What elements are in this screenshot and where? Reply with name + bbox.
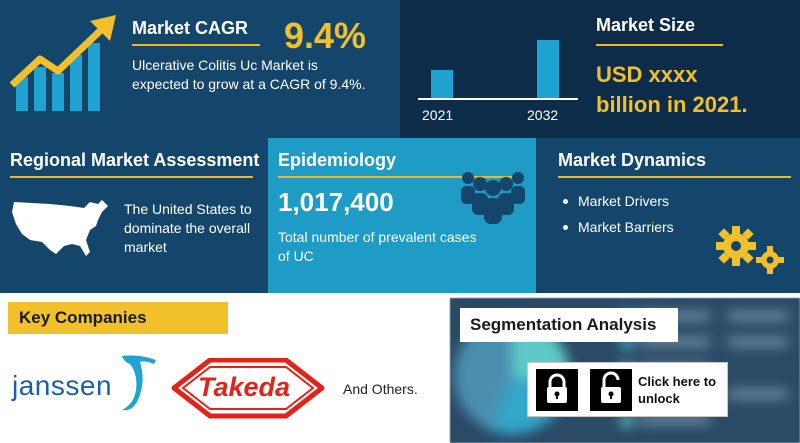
segmentation-title-box: Segmentation Analysis [460,308,678,342]
janssen-logo-text: janssen [12,370,113,401]
dynamics-list: Market Drivers Market Barriers [560,193,674,245]
unlock-button[interactable]: Click here to unlock [527,362,728,417]
market-size-panel: 2021 2032 Market Size USD xxxx billion i… [400,0,800,138]
gears-icon [716,226,784,274]
cagr-title-underline [132,44,260,46]
people-group-icon [461,172,525,224]
unlock-label: Click here to unlock [638,374,717,406]
cagr-title: Market CAGR [132,18,249,38]
bar-2021 [431,70,453,98]
list-item: Market Drivers [560,193,674,209]
key-companies-title: Key Companies [19,308,147,327]
lock-open-icon [590,369,632,411]
bar-2032 [537,40,559,98]
epidemiology-description: Total number of prevalent cases of UC [278,229,477,264]
key-companies-banner: Key Companies [8,302,228,334]
segmentation-title: Segmentation Analysis [470,315,657,334]
market-size-underline [596,44,723,46]
dynamics-underline [558,176,791,178]
takeda-logo [171,358,325,419]
cagr-panel: Market CAGR 9.4% Ulcerative Colitis Uc M… [0,0,400,138]
epidemiology-underline [278,176,521,178]
regional-underline [10,176,253,178]
epidemiology-title: Epidemiology [278,150,397,170]
epidemiology-panel: Epidemiology 1,017,400 Total number of p… [268,138,536,293]
dynamics-title: Market Dynamics [558,150,707,170]
year-end-label: 2032 [527,107,559,123]
janssen-swoosh-icon [122,355,156,411]
regional-description: The United States to dominate the overal… [124,201,252,255]
janssen-logo: janssen [12,352,162,414]
list-item: Market Barriers [560,219,674,235]
cagr-value: 9.4% [284,15,367,56]
regional-title: Regional Market Assessment [10,150,260,170]
market-size-title: Market Size [596,15,696,35]
takeda-logo-text: Takeda [198,372,291,402]
regional-panel: Regional Market Assessment The United St… [0,138,268,293]
year-start-label: 2021 [422,107,454,123]
dynamics-panel: Market Dynamics Market Drivers Market Ba… [536,138,800,293]
market-size-line1: USD xxxx [596,62,698,87]
growth-chart-icon [10,15,116,111]
lock-closed-icon [536,369,578,411]
epidemiology-number: 1,017,400 [278,187,394,217]
cagr-description: Ulcerative Colitis Uc Market is expected… [132,57,366,92]
others-text: And Others. [343,381,418,397]
usa-map-icon [12,200,108,256]
market-size-line2: billion in 2021. [596,92,748,117]
chart-baseline [418,98,578,100]
